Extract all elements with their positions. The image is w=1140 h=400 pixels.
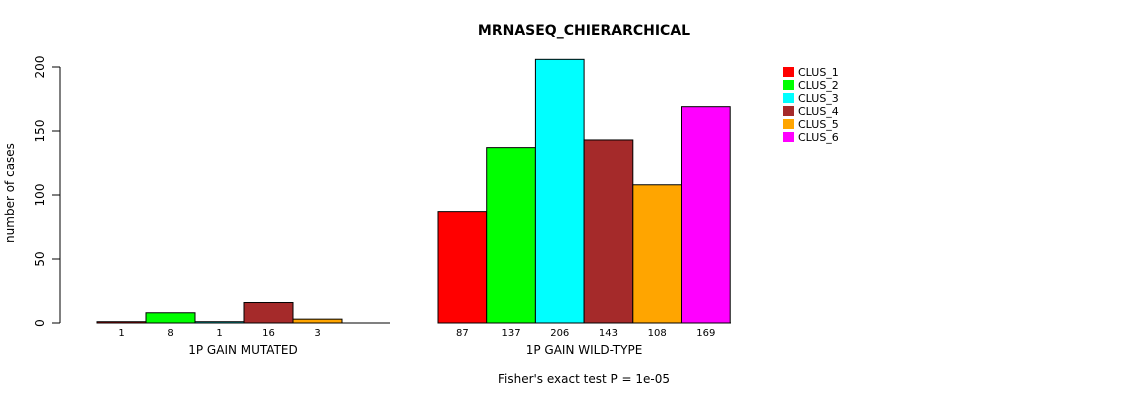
legend-label: CLUS_1	[798, 66, 839, 79]
legend-label: CLUS_3	[798, 92, 839, 105]
y-tick-label: 200	[33, 56, 47, 79]
bar-count-label: 3	[314, 328, 320, 339]
bar-clus-4	[583, 139, 634, 324]
bar-clus-5	[292, 318, 343, 324]
legend-swatch	[783, 106, 794, 116]
legend-swatch	[783, 80, 794, 90]
bar-clus-3	[534, 58, 585, 324]
legend-label: CLUS_6	[798, 131, 839, 144]
legend-label: CLUS_2	[798, 79, 839, 92]
bar-clus-1	[437, 211, 488, 324]
legend-label: CLUS_4	[798, 105, 839, 118]
y-tick-label: 0	[33, 319, 47, 327]
y-axis-label: number of cases	[3, 143, 17, 243]
bar-count-label: 137	[502, 328, 521, 339]
fisher-test-footer: Fisher's exact test P = 1e-05	[498, 372, 670, 386]
bar-clus-2	[486, 147, 536, 324]
mutated-bar-group: 1 8 1 16 3	[96, 302, 390, 339]
bar-count-label: 1	[118, 328, 124, 339]
wildtype-bar-group: 87 137 206 143 108 169	[437, 58, 731, 339]
group-label-mutated: 1P GAIN MUTATED	[188, 343, 298, 357]
bar-count-label: 169	[696, 328, 715, 339]
chart-title: MRNASEQ_CHIERARCHICAL	[478, 23, 690, 39]
bar-clus-2	[145, 312, 196, 324]
bar-count-label: 108	[648, 328, 667, 339]
bar-clus-6	[681, 106, 731, 324]
legend-swatch	[783, 132, 794, 142]
legend-swatch	[783, 67, 794, 77]
bar-count-label: 1	[216, 328, 222, 339]
legend-swatch	[783, 119, 794, 129]
bar-count-label: 143	[599, 328, 618, 339]
bar-count-label: 87	[456, 328, 469, 339]
legend-swatch	[783, 93, 794, 103]
legend-label: CLUS_5	[798, 118, 839, 131]
bar-count-label: 206	[550, 328, 569, 339]
group-label-wildtype: 1P GAIN WILD-TYPE	[526, 343, 643, 357]
y-tick-label: 100	[33, 184, 47, 207]
y-tick-label: 150	[33, 120, 47, 143]
bar-clus-1	[96, 321, 147, 324]
bar-clus-4	[243, 302, 294, 324]
bar-count-label: 8	[167, 328, 173, 339]
bar-count-label: 16	[262, 328, 275, 339]
y-tick-label: 50	[33, 251, 47, 266]
bar-clus-5	[632, 184, 682, 324]
bar-clus-3	[194, 321, 245, 324]
y-axis: 0 50 100 150 200	[33, 56, 61, 327]
